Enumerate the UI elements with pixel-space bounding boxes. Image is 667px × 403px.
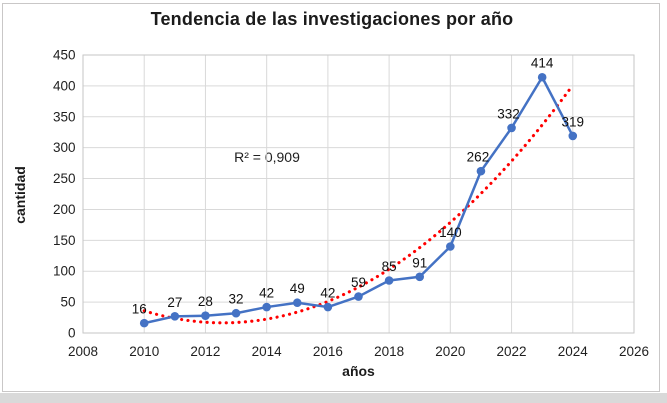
data-label: 16 xyxy=(132,302,147,317)
x-tick-label: 2024 xyxy=(558,344,589,359)
data-point xyxy=(537,72,547,82)
data-point xyxy=(507,123,516,133)
y-tick-label: 400 xyxy=(53,78,76,93)
plot-border xyxy=(82,54,635,334)
x-tick-label: 2008 xyxy=(68,344,98,359)
x-tick-label: 2018 xyxy=(374,344,404,359)
y-tick-label: 350 xyxy=(53,109,76,124)
data-label: 319 xyxy=(562,114,585,129)
x-tick-label: 2026 xyxy=(619,344,649,359)
data-point xyxy=(384,276,394,285)
data-point xyxy=(139,318,149,328)
y-tick-label: 100 xyxy=(53,264,76,279)
data-label: 332 xyxy=(497,106,520,121)
data-label: 85 xyxy=(382,259,397,274)
x-tick-label: 2020 xyxy=(435,344,465,359)
data-point xyxy=(568,131,578,141)
data-label: 140 xyxy=(439,225,462,240)
y-tick-label: 0 xyxy=(68,326,76,341)
y-tick-label: 300 xyxy=(53,140,76,155)
data-point xyxy=(476,166,486,176)
chart-title: Tendencia de las investigaciones por año xyxy=(150,9,514,29)
x-tick-label: 2022 xyxy=(497,344,527,359)
data-label: 32 xyxy=(229,292,244,307)
data-point xyxy=(323,302,333,312)
y-tick-label: 50 xyxy=(60,295,75,310)
x-tick-label: 2016 xyxy=(313,344,343,359)
data-point xyxy=(262,302,271,312)
background-strip xyxy=(0,393,667,403)
data-point xyxy=(292,298,302,308)
y-tick-label: 200 xyxy=(53,202,76,217)
data-point xyxy=(415,272,425,282)
data-label: 262 xyxy=(467,150,490,165)
data-label: 59 xyxy=(351,275,366,290)
y-tick-label: 450 xyxy=(53,48,76,63)
data-label: 414 xyxy=(531,56,554,71)
y-tick-label: 150 xyxy=(53,233,76,248)
x-tick-label: 2012 xyxy=(190,344,220,359)
chart-frame xyxy=(2,3,660,392)
data-label: 49 xyxy=(290,281,305,296)
x-axis-title: años xyxy=(342,363,375,379)
data-point xyxy=(231,308,241,318)
data-label: 91 xyxy=(412,255,427,270)
data-label: 42 xyxy=(320,286,335,301)
x-tick-label: 2010 xyxy=(129,344,159,359)
data-label: 42 xyxy=(259,286,274,301)
y-tick-label: 250 xyxy=(53,171,76,186)
data-point xyxy=(446,242,455,251)
data-point xyxy=(170,312,180,321)
data-point xyxy=(201,311,210,321)
data-point xyxy=(354,292,363,301)
data-label: 28 xyxy=(198,294,213,309)
x-tick-label: 2014 xyxy=(252,344,283,359)
data-label: 27 xyxy=(167,295,182,310)
